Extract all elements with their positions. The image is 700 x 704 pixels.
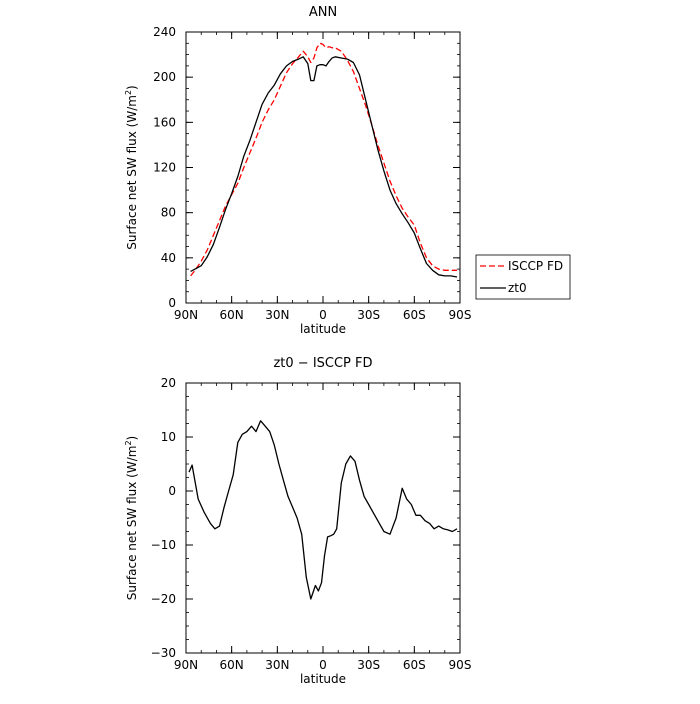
top-series-line-isccp-fd <box>190 42 457 277</box>
bottom-y-tick-label: −30 <box>151 646 176 660</box>
bottom-x-tick-label: 60N <box>220 658 244 672</box>
bottom-x-tick-label: 90S <box>449 658 472 672</box>
bottom-panel: 90N 60N 30N 0 30S 60S 90S −30 −20 −10 0 10 20 zt0 − I… <box>124 356 471 686</box>
top-plot-frame <box>185 31 461 304</box>
bottom-x-tick-label: 60S <box>403 658 426 672</box>
top-x-tick-label: 30S <box>357 308 380 322</box>
bottom-y-axis-label: Surface net SW flux (W/m2) <box>124 436 139 600</box>
legend-label-isccp-fd: ISCCP FD <box>508 259 563 273</box>
top-x-tick-label: 90N <box>174 308 198 322</box>
legend-label-zt0: zt0 <box>508 281 527 295</box>
bottom-series-line-difference <box>188 420 458 600</box>
top-x-tick-label: 60N <box>220 308 244 322</box>
top-y-tick-label: 80 <box>161 206 176 220</box>
bottom-x-tick-label: 30S <box>357 658 380 672</box>
bottom-chart-title: zt0 − ISCCP FD <box>273 356 372 371</box>
top-panel: 90N 60N 30N 0 30S 60S 90S 0 40 80 120 160 200 240 ANN l… <box>124 5 571 336</box>
top-y-tick-label: 200 <box>153 70 176 84</box>
top-y-tick-label: 240 <box>153 25 176 39</box>
legend-box <box>475 254 571 300</box>
bottom-x-tick-label: 90N <box>174 658 198 672</box>
bottom-y-tick-label: 0 <box>168 484 176 498</box>
bottom-y-tick-label: −10 <box>151 538 176 552</box>
top-x-axis-label: latitude <box>300 322 346 336</box>
top-legend: ISCCP FD zt0 <box>475 254 571 300</box>
top-series-line-zt0 <box>190 56 458 278</box>
top-x-tick-label: 90S <box>449 308 472 322</box>
top-y-tick-label: 160 <box>153 115 176 129</box>
top-x-tick-label: 30N <box>265 308 289 322</box>
top-x-tick-label: 60S <box>403 308 426 322</box>
top-chart-title: ANN <box>309 5 337 20</box>
bottom-plot-frame <box>185 382 461 654</box>
bottom-y-tick-label: −20 <box>151 592 176 606</box>
top-y-tick-label: 0 <box>168 296 176 310</box>
bottom-y-tick-label: 10 <box>161 430 176 444</box>
top-y-axis-label: Surface net SW flux (W/m2) <box>124 85 139 249</box>
bottom-x-tick-label: 30N <box>265 658 289 672</box>
bottom-x-axis-label: latitude <box>300 672 346 686</box>
top-y-tick-label: 40 <box>161 251 176 265</box>
bottom-x-tick-label: 0 <box>319 658 327 672</box>
bottom-y-tick-label: 20 <box>161 376 176 390</box>
top-x-tick-label: 0 <box>319 308 327 322</box>
top-y-tick-label: 120 <box>153 161 176 175</box>
